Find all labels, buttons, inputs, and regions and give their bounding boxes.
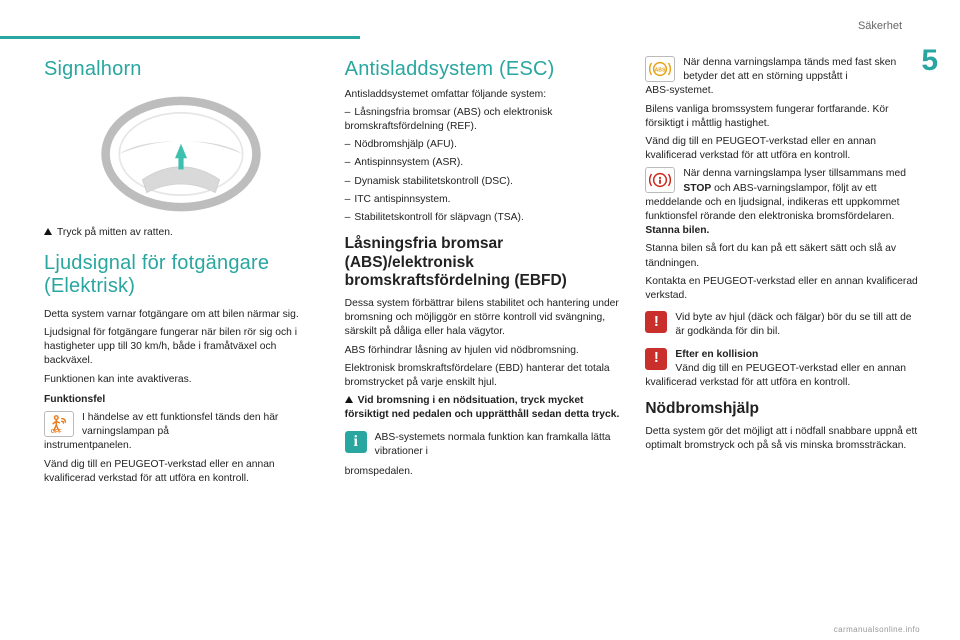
warn2-body: Vänd dig till en PEUGEOT-verkstad eller … — [645, 363, 906, 388]
exclaim-icon: ! — [645, 311, 667, 333]
esc-li5: –ITC antispinnsystem. — [345, 193, 620, 207]
warn-block-wheels: ! Vid byte av hjul (däck och fälgar) bör… — [645, 311, 920, 339]
esc-li5-text: ITC antispinnsystem. — [354, 194, 450, 205]
columns: Signalhorn Tryck på mitten av ratten. Lj… — [44, 56, 920, 616]
col3-p2: Bilens vanliga bromssystem fungerar fort… — [645, 103, 920, 131]
col3-p5: Stanna bilen så fort du kan på ett säker… — [645, 242, 920, 270]
stop-warning-icon — [645, 167, 675, 193]
svg-text:OFF: OFF — [51, 429, 63, 434]
col3-p4a: När denna varningslampa lyser tillsamman… — [683, 168, 906, 179]
col1-p1: Detta system varnar fotgängare om att bi… — [44, 308, 319, 322]
col2-p1: Dessa system förbättrar bilens stabilite… — [345, 297, 620, 340]
warn-block-collision: ! Efter en kollision Vänd dig till en PE… — [645, 348, 920, 391]
press-instruction: Tryck på mitten av ratten. — [44, 226, 319, 240]
stop-warning-block: När denna varningslampa lyser tillsamman… — [645, 167, 920, 224]
abs-warning-block: ABS När denna varningslampa tänds med fa… — [645, 56, 920, 84]
manual-page: Säkerhet 5 Signalhorn Tryck på mitten av… — [0, 0, 960, 640]
col3-p7: Detta system gör det möjligt att i nödfa… — [645, 425, 920, 453]
info-text-b: bromspedalen. — [345, 465, 620, 479]
column-3: ABS När denna varningslampa tänds med fa… — [645, 56, 920, 616]
column-1: Signalhorn Tryck på mitten av ratten. Lj… — [44, 56, 319, 616]
funktionsfel-label: Funktionsfel — [44, 393, 319, 407]
page-number: 5 — [921, 44, 938, 78]
play-icon — [44, 228, 52, 235]
play-icon — [345, 396, 353, 403]
col3-p3: Vänd dig till en PEUGEOT-verkstad eller … — [645, 135, 920, 163]
warn2-heading: Efter en kollision — [675, 349, 758, 360]
heading-abs: Låsningsfria bromsar (ABS)/elektronisk b… — [345, 235, 620, 291]
svg-text:ABS: ABS — [655, 68, 666, 74]
esc-intro: Antisladdsystemet omfattar följande syst… — [345, 88, 620, 102]
esc-li2-text: Nödbromshjälp (AFU). — [354, 139, 456, 150]
col1-p4a: I händelse av ett funktionsfel tänds den… — [82, 412, 278, 437]
exclaim-icon: ! — [645, 348, 667, 370]
esc-li1-text: Låsningsfria bromsar (ABS) och elektroni… — [345, 107, 553, 132]
col2-p4-text: Vid bromsning i en nödsituation, tryck m… — [345, 395, 620, 420]
esc-li4-text: Dynamisk stabilitetskontroll (DSC). — [354, 176, 513, 187]
info-text-a: ABS-systemets normala funktion kan framk… — [375, 432, 611, 457]
col1-p4b: instrumentpanelen. — [44, 439, 319, 453]
warn1-text: Vid byte av hjul (däck och fälgar) bör d… — [675, 312, 911, 337]
col1-p5: Vänd dig till en PEUGEOT-verkstad eller … — [44, 458, 319, 486]
esc-li3-text: Antispinnsystem (ASR). — [354, 157, 463, 168]
col3-p1b: ABS-systemet. — [645, 84, 920, 98]
stanna-label: Stanna bilen. — [645, 224, 920, 238]
section-label: Säkerhet — [858, 20, 902, 32]
abs-warning-icon: ABS — [645, 56, 675, 82]
col1-p2: Ljudsignal för fotgängare fungerar när b… — [44, 326, 319, 369]
col3-p1a: När denna varningslampa tänds med fast s… — [683, 57, 896, 82]
esc-li3: –Antispinnsystem (ASR). — [345, 156, 620, 170]
press-instruction-text: Tryck på mitten av ratten. — [57, 227, 173, 238]
heading-nodbromshjalp: Nödbromshjälp — [645, 400, 920, 419]
esc-li6: –Stabilitetskontroll för släpvagn (TSA). — [345, 211, 620, 225]
esc-li6-text: Stabilitetskontroll för släpvagn (TSA). — [354, 212, 523, 223]
heading-signalhorn: Signalhorn — [44, 56, 319, 84]
info-icon: i — [345, 431, 367, 453]
col1-p3: Funktionen kan inte avaktiveras. — [44, 373, 319, 387]
heading-ljudsignal: Ljudsignal för fotgängare (Elektrisk) — [44, 252, 319, 298]
steering-wheel-icon — [91, 94, 271, 214]
pedestrian-off-icon: OFF — [44, 411, 74, 437]
heading-esc: Antisladdsystem (ESC) — [345, 56, 620, 84]
steering-wheel-figure — [44, 94, 319, 214]
footer-url: carmanualsonline.info — [834, 625, 920, 634]
pedestrian-warning-block: OFF I händelse av ett funktionsfel tänds… — [44, 411, 319, 439]
col2-p4: Vid bromsning i en nödsituation, tryck m… — [345, 394, 620, 422]
esc-li2: –Nödbromshjälp (AFU). — [345, 138, 620, 152]
col3-p6: Kontakta en PEUGEOT-verkstad eller en an… — [645, 275, 920, 303]
col2-p2: ABS förhindrar låsning av hjulen vid nöd… — [345, 344, 620, 358]
esc-li4: –Dynamisk stabilitetskontroll (DSC). — [345, 175, 620, 189]
col3-p4stop: STOP — [683, 183, 711, 194]
col2-p3: Elektronisk bromskraftsfördelare (EBD) h… — [345, 362, 620, 390]
column-2: Antisladdsystem (ESC) Antisladdsystemet … — [345, 56, 620, 616]
info-block-abs: i ABS-systemets normala funktion kan fra… — [345, 431, 620, 459]
top-rule — [0, 36, 360, 39]
esc-li1: –Låsningsfria bromsar (ABS) och elektron… — [345, 106, 620, 134]
